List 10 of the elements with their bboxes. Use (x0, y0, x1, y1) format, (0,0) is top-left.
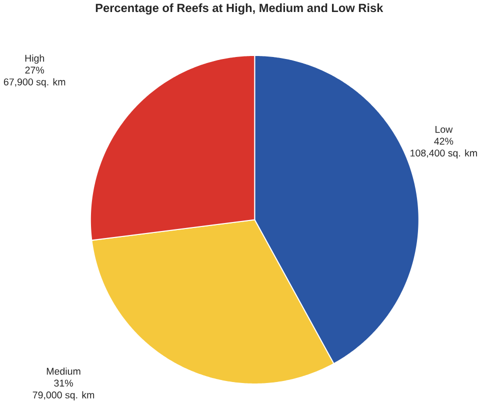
slice-label: High (25, 54, 44, 64)
data-label: 27% (25, 66, 44, 74)
text: 67,900 sq. km (4, 78, 66, 88)
data-label: 42% (434, 138, 454, 145)
slice-label: Medium (46, 368, 80, 375)
slice-label: Low (436, 126, 453, 133)
chart-title: Percentage of Reefs at High, Medium and Low Risk (96, 4, 384, 15)
text: 79,000 sq. km (32, 391, 94, 400)
data-label: 31% (54, 380, 73, 387)
text: 108,400 sq. km (410, 149, 477, 159)
